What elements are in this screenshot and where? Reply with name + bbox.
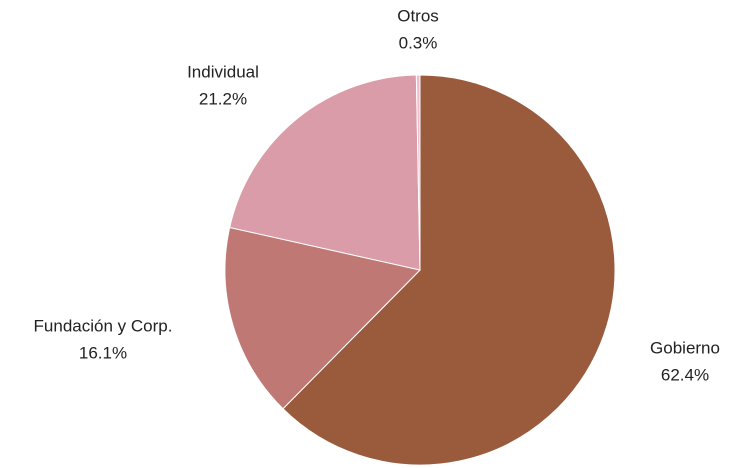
slice-value: 0.3%: [399, 33, 438, 52]
slice-value: 21.2%: [199, 89, 247, 108]
pie-slice: [229, 74, 421, 271]
slice-value: 16.1%: [79, 343, 127, 362]
pie-slice: [415, 74, 421, 271]
slice-value: 62.4%: [661, 365, 709, 384]
slice-label: Individual: [187, 62, 259, 81]
slice-label: Fundación y Corp.: [34, 316, 173, 335]
slice-label: Gobierno: [650, 338, 720, 357]
pie-slice: [224, 226, 421, 410]
pie-slice: [282, 74, 616, 466]
slice-label: Otros: [397, 6, 439, 25]
